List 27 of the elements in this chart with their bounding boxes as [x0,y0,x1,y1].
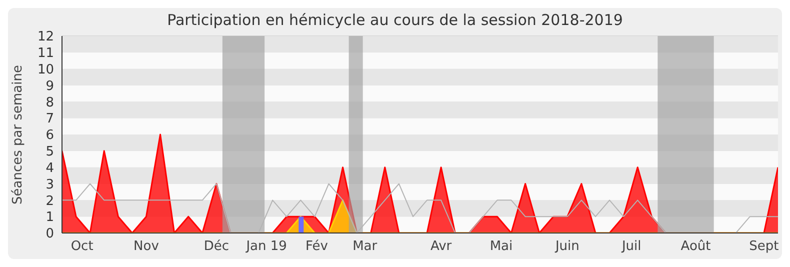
y-tick-label: 0 [46,226,54,242]
x-tick-label: Juil [620,239,642,254]
x-tick-label: Juin [554,239,580,254]
y-tick-label: 5 [46,144,54,160]
y-tick-label: 6 [46,128,54,144]
x-tick-label: Avr [430,239,452,254]
y-tick-label: 1 [46,210,54,226]
y-tick-label: 12 [37,30,54,45]
x-tick-label: Oct [70,239,94,254]
y-tick-label: 3 [46,177,54,192]
x-tick-label: Nov [134,239,160,254]
y-tick-label: 7 [46,112,54,127]
x-tick-label: Sept [749,239,779,254]
chart-title: Participation en hémicycle au cours de la session 2018-2019 [166,11,624,29]
x-tick-label: Jan 19 [245,239,287,254]
x-tick-label: Fév [305,239,328,254]
x-tick-label: Mai [490,239,513,254]
y-axis-title: Séances par semaine [10,65,26,204]
y-tick-label: 4 [46,160,54,176]
x-tick-label: Mar [352,239,378,254]
x-tick-label: Déc [204,239,230,254]
y-tick-label: 8 [46,95,54,110]
y-tick-label: 10 [37,62,54,78]
y-tick-label: 11 [37,46,54,62]
y-tick-label: 2 [46,194,54,209]
x-tick-label: Août [680,239,711,254]
y-tick-label: 9 [46,78,54,94]
